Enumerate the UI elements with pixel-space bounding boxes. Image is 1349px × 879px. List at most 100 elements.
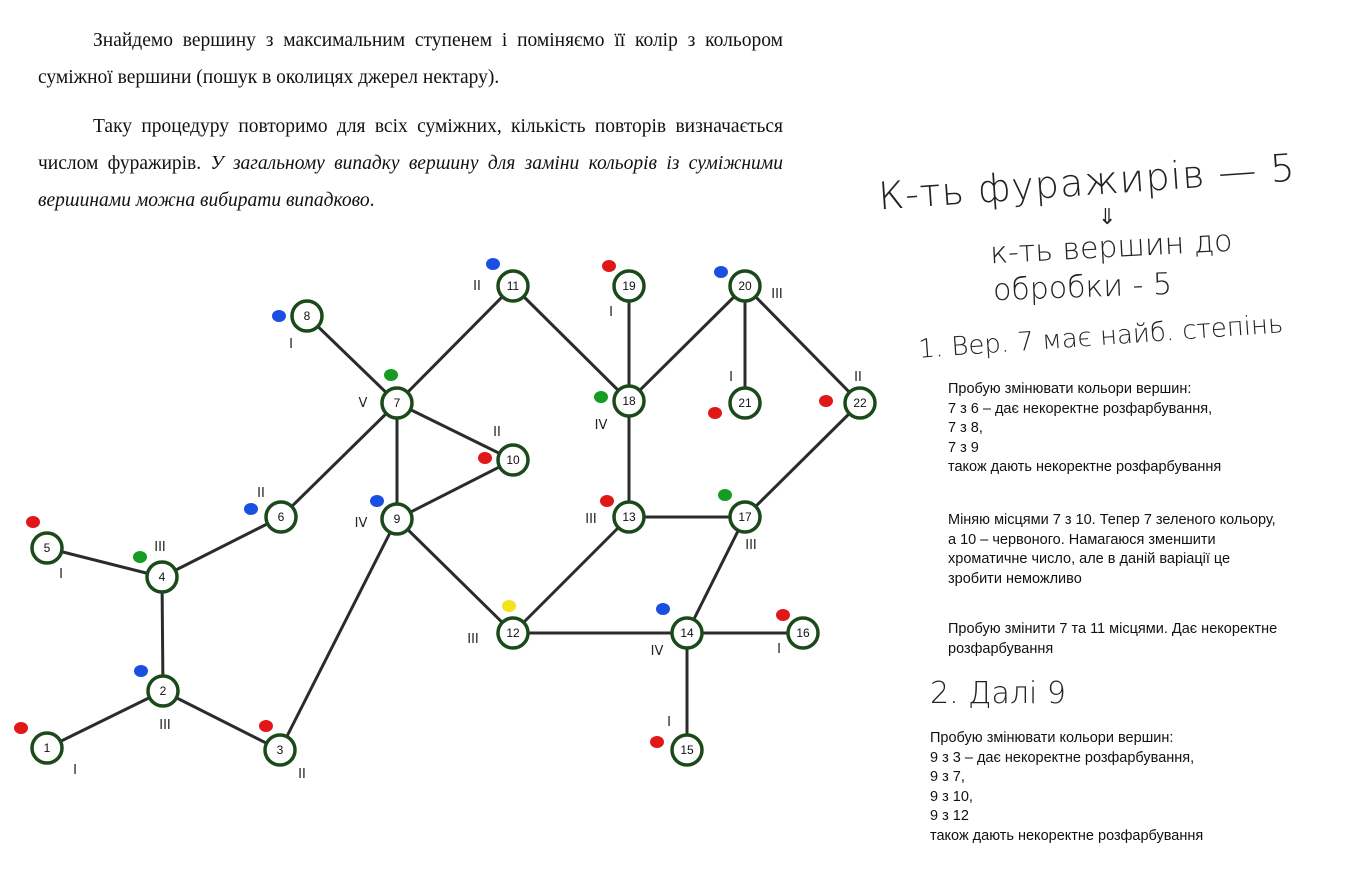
- vertex-color-dot: [14, 722, 28, 734]
- vertex-label: 3: [277, 743, 284, 757]
- note-line: 7 з 8,: [948, 419, 1221, 439]
- note-line: 7 з 6 – дає некоректне розфарбування,: [948, 400, 1221, 420]
- vertex-label: 8: [304, 309, 311, 323]
- vertex-color-dot: [718, 489, 732, 501]
- vertex-7: 7V: [359, 369, 412, 418]
- vertex-label: 14: [680, 626, 694, 640]
- vertex-2: 2III: [134, 665, 178, 733]
- vertex-color-dot: [370, 495, 384, 507]
- note-line: Пробую змінювати кольори вершин:: [948, 380, 1221, 400]
- vertex-label: 19: [622, 279, 636, 293]
- edge-2-3: [163, 691, 280, 750]
- vertex-color-dot: [594, 391, 608, 403]
- vertex-degree-label: III: [154, 540, 166, 555]
- vertex-degree-label: V: [359, 396, 368, 411]
- vertex-degree-label: I: [609, 305, 613, 320]
- handwritten-step-2: 2. Далі 9: [930, 676, 1066, 711]
- vertex-color-dot: [478, 452, 492, 464]
- vertex-label: 9: [394, 512, 401, 526]
- vertex-10: 10 II: [478, 425, 528, 475]
- vertex-label: 5: [44, 541, 51, 555]
- edge-11-18: [513, 286, 629, 401]
- note-line: також дають некоректне розфарбування: [948, 458, 1221, 478]
- edge-17-22: [745, 403, 860, 517]
- vertex-color-dot: [714, 266, 728, 278]
- edge-4-5: [47, 548, 162, 577]
- note-line: 9 з 12: [930, 807, 1203, 827]
- vertex-14: 14 IV: [651, 603, 702, 659]
- vertex-12: 12 III: [467, 600, 528, 648]
- vertex-label: 1: [44, 741, 51, 755]
- vertex-degree-label: III: [159, 718, 171, 733]
- vertex-color-dot: [259, 720, 273, 732]
- note-line: 7 з 9: [948, 439, 1221, 459]
- vertex-13: 13 III: [585, 495, 644, 532]
- vertex-6: 6 II: [244, 486, 296, 532]
- vertex-11: 11 II: [473, 258, 528, 301]
- note-line: Пробую змінювати кольори вершин:: [930, 729, 1203, 749]
- edge-7-8: [307, 316, 397, 403]
- vertex-color-dot: [708, 407, 722, 419]
- vertex-label: 6: [278, 510, 285, 524]
- vertex-label: 15: [680, 743, 694, 757]
- vertex-19: 19 I: [602, 260, 644, 320]
- vertex-degree-label: I: [667, 715, 671, 730]
- note-text: Пробую змінити 7 та 11 місцями. Дає неко…: [948, 620, 1278, 659]
- vertex-color-dot: [656, 603, 670, 615]
- vertex-label: 10: [506, 453, 520, 467]
- edge-1-2: [47, 691, 163, 748]
- vertex-degree-label: III: [467, 632, 479, 647]
- note-line: 9 з 10,: [930, 788, 1203, 808]
- note-text: Міняю місцями 7 з 10. Тепер 7 зеленого к…: [948, 511, 1278, 589]
- vertex-label: 16: [796, 626, 810, 640]
- vertex-color-dot: [486, 258, 500, 270]
- handwritten-processing: обробки - 5: [992, 267, 1172, 308]
- vertex-degree-label: III: [745, 538, 757, 553]
- edge-4-6: [162, 517, 281, 577]
- handwritten-arrow: ⇓: [1098, 205, 1116, 230]
- vertex-degree-label: IV: [595, 418, 608, 433]
- vertex-label: 21: [738, 396, 752, 410]
- vertex-color-dot: [272, 310, 286, 322]
- vertex-label: 17: [738, 510, 752, 524]
- vertex-degree-label: IV: [355, 516, 368, 531]
- vertex-21: 21 I: [708, 370, 760, 419]
- vertex-color-dot: [134, 665, 148, 677]
- vertex-4: 4 III: [133, 540, 177, 592]
- vertex-color-dot: [384, 369, 398, 381]
- vertex-degree-label: II: [257, 486, 265, 501]
- vertex-degree-label: III: [585, 512, 597, 527]
- vertex-degree-label: I: [59, 567, 63, 582]
- note-line: також дають некоректне розфарбування: [930, 827, 1203, 847]
- vertex-degree-label: II: [473, 279, 481, 294]
- edge-7-11: [397, 286, 513, 403]
- edge-2-4: [162, 577, 163, 691]
- vertex-8: 8I: [272, 301, 322, 352]
- note-line: 9 з 3 – дає некоректне розфарбування,: [930, 749, 1203, 769]
- note-block-3: Пробую змінити 7 та 11 місцями. Дає неко…: [948, 620, 1278, 659]
- vertex-degree-label: I: [729, 370, 733, 385]
- vertex-color-dot: [819, 395, 833, 407]
- vertex-9: 9 IV: [355, 495, 412, 534]
- vertex-1: 1I: [14, 722, 77, 778]
- note-block-2: Міняю місцями 7 з 10. Тепер 7 зеленого к…: [948, 511, 1278, 589]
- vertex-18: 18 IV: [594, 386, 644, 433]
- vertex-color-dot: [602, 260, 616, 272]
- vertex-3: 3 II: [259, 720, 306, 782]
- edge-9-12: [397, 519, 513, 633]
- vertex-label: 18: [622, 394, 636, 408]
- vertex-degree-label: I: [777, 642, 781, 657]
- edge-20-22: [745, 286, 860, 403]
- vertex-5: 5I: [26, 516, 63, 582]
- vertex-17: 17 III: [718, 489, 760, 553]
- edge-14-17: [687, 517, 745, 633]
- vertex-degree-label: I: [73, 763, 77, 778]
- vertex-15: 15 I: [650, 715, 702, 765]
- vertex-color-dot: [600, 495, 614, 507]
- edge-9-10: [397, 460, 513, 519]
- vertex-degree-label: II: [854, 370, 862, 385]
- vertex-20: 20 III: [714, 266, 783, 302]
- vertex-degree-label: I: [289, 337, 293, 352]
- edge-12-13: [513, 517, 629, 633]
- vertex-color-dot: [650, 736, 664, 748]
